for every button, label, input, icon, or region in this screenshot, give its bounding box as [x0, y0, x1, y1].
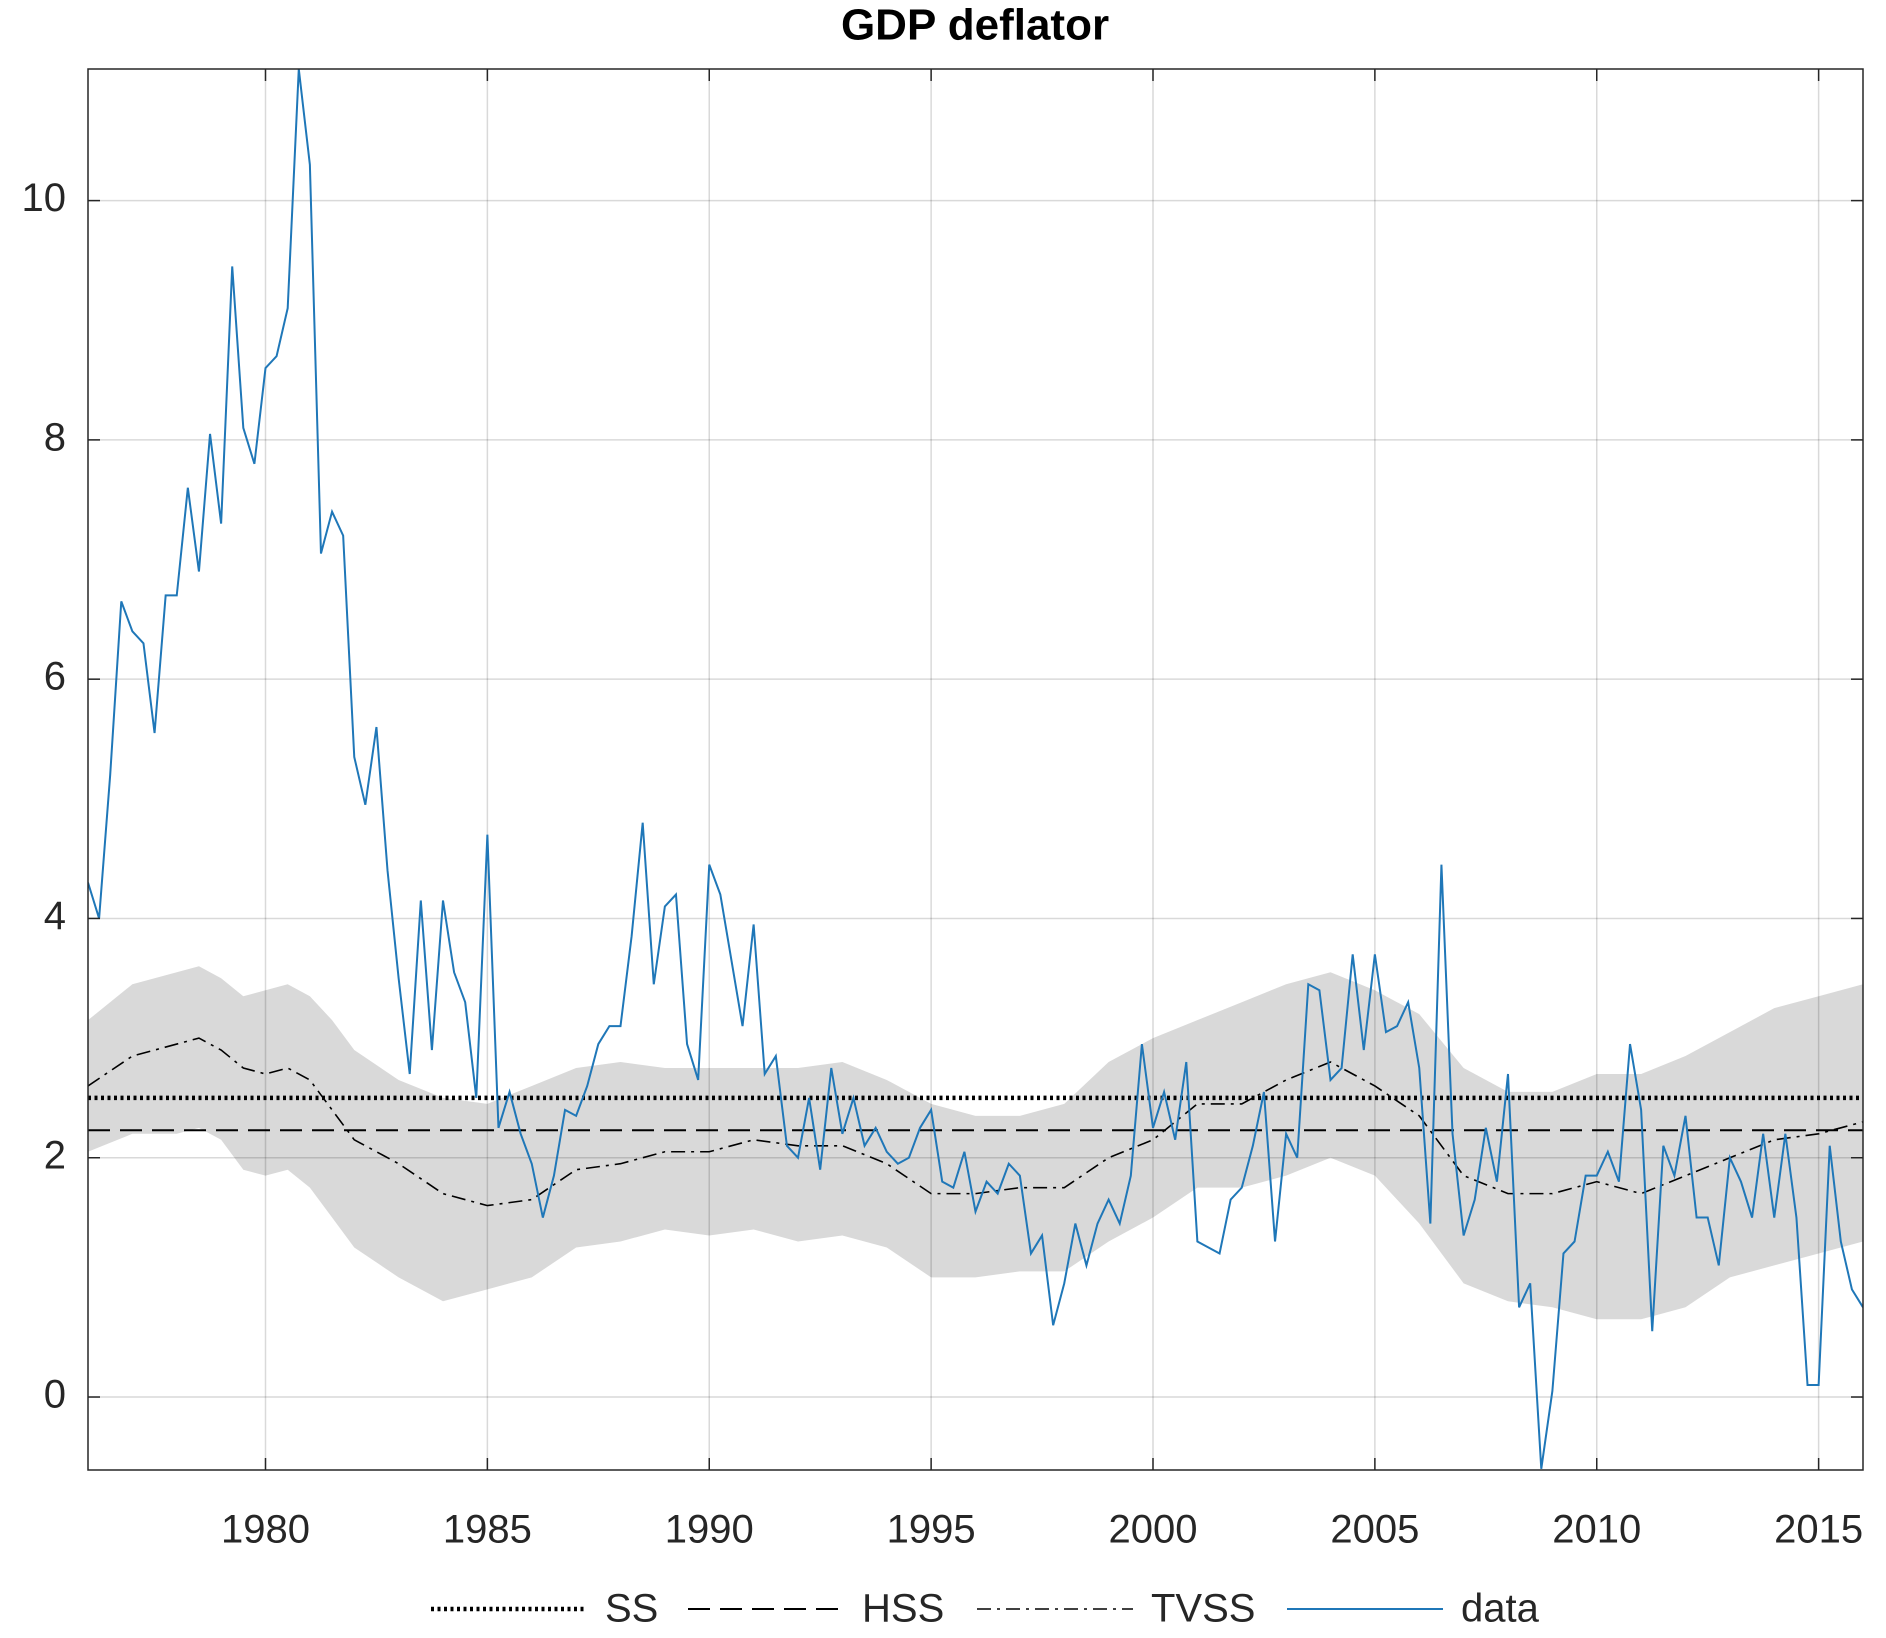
y-tick-label: 6: [44, 655, 66, 699]
x-tick-label: 1995: [887, 1508, 976, 1552]
x-tick-label: 1990: [665, 1508, 754, 1552]
x-tick-label: 1980: [221, 1508, 310, 1552]
x-tick-label: 2010: [1552, 1508, 1641, 1552]
series-line: [88, 1037, 1863, 1207]
axis-box: [87, 68, 1864, 1471]
x-tick-label: 1985: [443, 1508, 532, 1552]
legend-label: HSS: [862, 1587, 944, 1631]
y-tick-label: 4: [44, 894, 66, 938]
y-tick-label: 8: [44, 415, 66, 459]
y-tick-label: 10: [22, 176, 67, 220]
x-tick-label: 2005: [1330, 1508, 1419, 1552]
legend-label: data: [1461, 1587, 1540, 1631]
legend-label: SS: [605, 1587, 658, 1631]
x-tick-label: 2000: [1109, 1508, 1198, 1552]
chart-title: GDP deflator: [841, 1, 1109, 50]
legend-label: TVSS: [1151, 1587, 1255, 1631]
y-tick-label: 0: [44, 1373, 66, 1417]
x-tick-label: 2015: [1774, 1508, 1863, 1552]
series-line: [88, 69, 1863, 1469]
confidence-band: [88, 966, 1863, 1320]
y-tick-label: 2: [44, 1133, 66, 1177]
plot-area: [88, 69, 1863, 1470]
